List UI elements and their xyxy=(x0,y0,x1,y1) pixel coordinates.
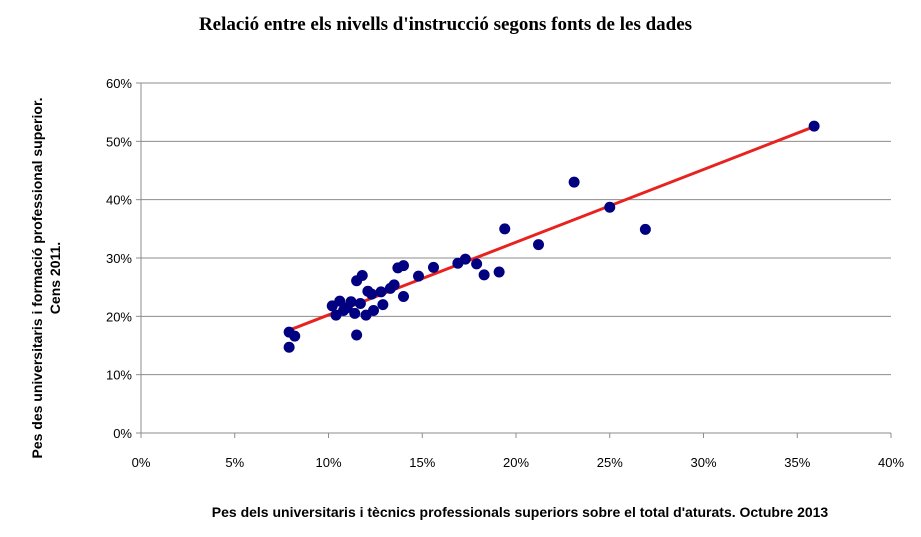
y-axis-label: Pes des universitaris i formació profess… xyxy=(28,68,64,488)
data-points xyxy=(283,120,820,353)
axes xyxy=(136,82,892,438)
data-point xyxy=(375,286,387,298)
data-point xyxy=(808,120,820,132)
y-axis-label-line-1: Pes des universitaris i formació profess… xyxy=(29,97,45,459)
data-point xyxy=(533,239,544,251)
gridlines xyxy=(141,82,891,376)
y-tick-label: 10% xyxy=(106,368,132,383)
y-tick-label: 50% xyxy=(106,134,132,149)
y-tick-label: 40% xyxy=(106,193,132,208)
data-point xyxy=(334,295,346,307)
x-tick-label: 20% xyxy=(503,455,529,470)
x-tick-label: 40% xyxy=(878,455,904,470)
x-tick-label: 0% xyxy=(132,455,151,470)
x-tick-label: 35% xyxy=(784,455,810,470)
data-point xyxy=(471,258,483,270)
x-axis-label: Pes dels universitaris i tècnics profess… xyxy=(211,504,829,520)
x-tick-label: 10% xyxy=(315,455,341,470)
tick-labels: 0% 10% 20% 30% 40% 50% 60% 0% 5% 10% 15% 20% 25% 30% 3… xyxy=(106,76,904,470)
data-point xyxy=(499,223,511,235)
x-tick-label: 30% xyxy=(690,455,716,470)
y-tick-label: 30% xyxy=(106,251,132,266)
data-point xyxy=(398,291,409,302)
data-point xyxy=(289,330,301,342)
data-point xyxy=(398,260,409,272)
data-point xyxy=(478,269,490,281)
data-point xyxy=(351,329,363,341)
data-point xyxy=(413,270,424,282)
y-tick-label: 20% xyxy=(106,309,132,324)
data-point xyxy=(493,266,505,278)
y-tick-label: 60% xyxy=(106,76,132,91)
trendline xyxy=(285,125,814,333)
data-point xyxy=(368,305,379,316)
x-tick-label: 5% xyxy=(225,455,244,470)
data-point xyxy=(388,279,400,291)
y-axis-label-line-2: Cens 2011. xyxy=(47,241,63,315)
data-point xyxy=(349,307,361,319)
data-point xyxy=(428,261,439,273)
data-point xyxy=(283,341,295,353)
trendline-group xyxy=(285,125,814,333)
data-point xyxy=(345,296,357,308)
data-point xyxy=(639,223,651,235)
data-point xyxy=(604,201,616,213)
data-point xyxy=(354,298,366,309)
data-point xyxy=(377,299,389,311)
y-tick-label: 0% xyxy=(113,426,132,441)
chart-title: Relació entre els nivells d'instrucció s… xyxy=(198,14,693,35)
data-point xyxy=(356,270,368,281)
data-point xyxy=(459,253,471,265)
data-point xyxy=(568,176,580,188)
x-tick-label: 15% xyxy=(409,455,435,470)
x-tick-label: 25% xyxy=(597,455,623,470)
data-point xyxy=(366,288,378,300)
